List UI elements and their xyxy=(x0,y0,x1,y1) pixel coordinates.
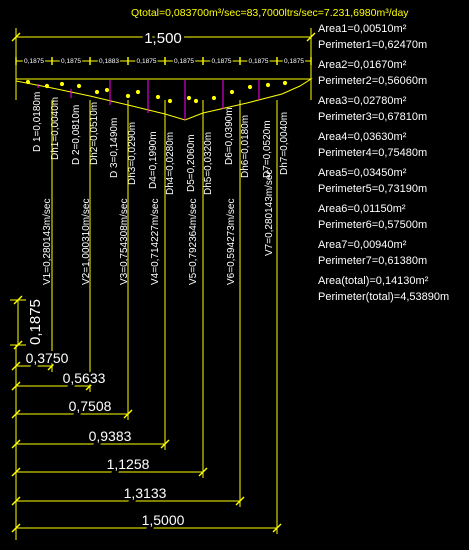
segment-width-label: 0,1875 xyxy=(137,58,157,65)
perimeter-result: Perimeter(total)=4,53890m xyxy=(318,291,449,303)
top-dimension-value: 1,500 xyxy=(144,30,182,47)
segment-width-label: 0,1875 xyxy=(249,58,269,65)
cumulative-dimension-value: 0,7508 xyxy=(69,398,112,414)
section-dh-label: Dh2=0,0510m xyxy=(89,102,100,165)
section-dh-label: Dh4=0,0280m xyxy=(165,132,176,195)
segment-width-label: 0,1875 xyxy=(212,58,232,65)
cumulative-dimension-value: 1,3133 xyxy=(124,485,167,501)
section-dh-label: Dh6=0,0180m xyxy=(240,115,251,178)
segment-width-label: 0,1875 xyxy=(61,58,81,65)
section-d-label: D7=0,0520m xyxy=(262,120,273,178)
section-d-label: D 3=0,1490m xyxy=(109,118,120,178)
area-result: Area4=0,03630m² xyxy=(318,131,407,143)
measurement-point xyxy=(76,83,82,89)
section-v-label: V2=1,000310m/sec xyxy=(81,199,92,285)
vertical-dimension-value: 0,1875 xyxy=(27,299,44,345)
measurement-point xyxy=(25,79,31,85)
section-labels: D 1=0,0180m Dh1=0,0040m V1=0,280143m/sec D … xyxy=(32,92,290,285)
measurement-point xyxy=(125,93,131,99)
measurement-point xyxy=(211,95,217,101)
cumulative-dimension-value: 0,9383 xyxy=(89,428,132,444)
area-result: Area7=0,00940m² xyxy=(318,239,407,251)
measurement-point xyxy=(135,89,141,95)
perimeter-result: Perimeter4=0,75480m xyxy=(318,147,427,159)
segment-widths-row: 0,1875 0,1875 0,1883 0,1875 0,1875 0,1875 0,18… xyxy=(15,57,312,67)
section-dh-label: Dh1=0,0040m xyxy=(50,97,61,160)
measurement-point xyxy=(167,98,173,104)
perimeter-result: Perimeter3=0,67810m xyxy=(318,111,427,123)
segment-width-label: 0,1875 xyxy=(174,58,194,65)
section-d-label: D5=0,2060m xyxy=(186,134,197,192)
section-v-label: V5=0,792364m/sec xyxy=(188,199,199,285)
measurement-point xyxy=(282,80,288,86)
measurement-point xyxy=(229,89,235,95)
cumulative-dimension-value: 0,5633 xyxy=(63,370,106,386)
cumulative-dimension-value: 0,3750 xyxy=(26,350,69,366)
section-d-label: D6=0,0390m xyxy=(224,107,235,165)
segment-width-label: 0,1883 xyxy=(99,58,119,65)
measurement-point xyxy=(94,89,100,95)
measurement-point xyxy=(193,98,199,104)
section-dh-label: Dh7=0,0040m xyxy=(279,112,290,175)
vertical-dimension xyxy=(10,295,26,350)
section-v-label: V3=0,754308m/sec xyxy=(119,199,130,285)
cumulative-dimensions: 0,3750 0,5633 0,7508 0,9383 1,1258 1,3133 1,50… xyxy=(11,100,282,540)
section-d-label: D4=0,1990m xyxy=(148,131,159,189)
area-result: Area6=0,01150m² xyxy=(318,203,406,215)
section-dh-label: Dh3=0,0290m xyxy=(127,122,138,185)
perimeter-result: Perimeter2=0,56060m xyxy=(318,75,427,87)
section-v-label: V7=0,280143m/sec xyxy=(264,170,275,256)
section-v-label: V1=0,280143m/sec xyxy=(42,199,53,285)
segment-width-label: 0,1875 xyxy=(284,58,304,65)
cumulative-dimension-value: 1,5000 xyxy=(142,512,185,528)
section-v-label: V4=0,714227m/sec xyxy=(150,199,161,285)
section-d-label: D 1=0,0180m xyxy=(32,92,43,152)
measurement-point xyxy=(59,81,65,87)
perimeter-result: Perimeter7=0,61380m xyxy=(318,255,427,267)
perimeter-result: Perimeter1=0,62470m xyxy=(318,39,427,51)
channel-section xyxy=(15,78,313,121)
segment-width-label: 0,1875 xyxy=(24,58,44,65)
area-result: Area1=0,00510m² xyxy=(318,23,407,35)
area-result: Area5=0,03450m² xyxy=(318,167,407,179)
measurement-point xyxy=(186,95,192,101)
measurement-point xyxy=(155,94,161,100)
measurement-point xyxy=(265,82,271,88)
section-d-label: D 2=0,0810m xyxy=(71,105,82,165)
qtotal-label: Qtotal=0,083700m³/sec=83,7000ltrs/sec=7.… xyxy=(131,7,409,19)
perimeter-result: Perimeter5=0,73190m xyxy=(318,183,427,195)
perimeter-result: Perimeter6=0,57500m xyxy=(318,219,427,231)
section-dh-label: Dh5=0,0320m xyxy=(203,132,214,195)
measurement-point xyxy=(104,87,110,93)
section-v-label: V6=0,594273m/sec xyxy=(226,199,237,285)
area-result: Area3=0,02780m² xyxy=(318,95,407,107)
measurement-point xyxy=(247,84,253,90)
measurement-point xyxy=(44,83,50,89)
cumulative-dimension-value: 1,1258 xyxy=(107,456,150,472)
area-result: Area2=0,01670m² xyxy=(318,59,407,71)
results-panel: Area1=0,00510m² Perimeter1=0,62470m Area2=… xyxy=(318,23,449,303)
area-result: Area(total)=0,14130m² xyxy=(318,275,429,287)
